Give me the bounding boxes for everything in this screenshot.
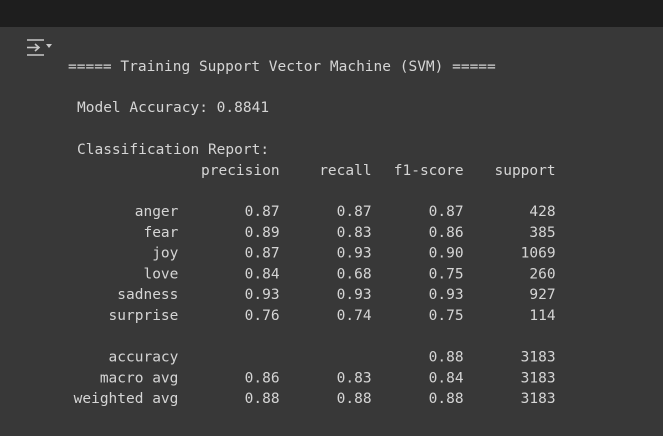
accuracy-line: Model Accuracy: 0.8841 (77, 100, 269, 116)
column-header: support (494, 163, 555, 179)
cell: 0.87 (245, 246, 280, 262)
cell: 0.68 (337, 266, 372, 282)
cell: 0.87 (429, 204, 464, 220)
cell: 0.89 (245, 225, 280, 241)
row-label: fear (143, 225, 178, 241)
output-toggle-icon[interactable] (27, 39, 52, 56)
cell: 0.93 (429, 287, 464, 303)
column-header: precision (201, 163, 280, 179)
cell: 0.83 (337, 225, 372, 241)
cell: 1069 (521, 246, 556, 262)
cell: 428 (529, 204, 555, 220)
cell: 385 (529, 225, 555, 241)
column-header: f1-score (394, 163, 464, 179)
cell: 0.88 (337, 391, 372, 407)
cell: 0.88 (429, 391, 464, 407)
row-label: joy (152, 246, 178, 262)
cell: 0.83 (337, 370, 372, 386)
cell: 0.76 (245, 308, 280, 324)
row-label: weighted avg (74, 391, 179, 407)
row-label: anger (135, 204, 179, 220)
cell: 0.75 (429, 308, 464, 324)
cell: 0.87 (337, 204, 372, 220)
cell: 0.84 (429, 370, 464, 386)
cell: 0.88 (429, 350, 464, 366)
report-title: Classification Report: (77, 142, 269, 158)
cell: 0.93 (337, 246, 372, 262)
cell: 0.86 (429, 225, 464, 241)
row-label: surprise (109, 308, 179, 324)
cell: 0.75 (429, 266, 464, 282)
cell: 927 (529, 287, 555, 303)
cell: 0.93 (245, 287, 280, 303)
cell: 0.86 (245, 370, 280, 386)
cell-toolbar (0, 0, 663, 27)
cell: 0.87 (245, 204, 280, 220)
cell: 114 (529, 308, 555, 324)
row-label: macro avg (100, 370, 179, 386)
banner: ===== Training Support Vector Machine (S… (68, 59, 496, 75)
cell: 3183 (521, 350, 556, 366)
row-label: love (143, 266, 178, 282)
cell: 0.84 (245, 266, 280, 282)
row-label: sadness (117, 287, 178, 303)
cell: 0.74 (337, 308, 372, 324)
cell: 3183 (521, 391, 556, 407)
column-header: recall (319, 163, 371, 179)
cell: 0.93 (337, 287, 372, 303)
row-label: accuracy (109, 350, 179, 366)
cell: 3183 (521, 370, 556, 386)
cell: 0.88 (245, 391, 280, 407)
cell: 260 (529, 266, 555, 282)
cell: 0.90 (429, 246, 464, 262)
